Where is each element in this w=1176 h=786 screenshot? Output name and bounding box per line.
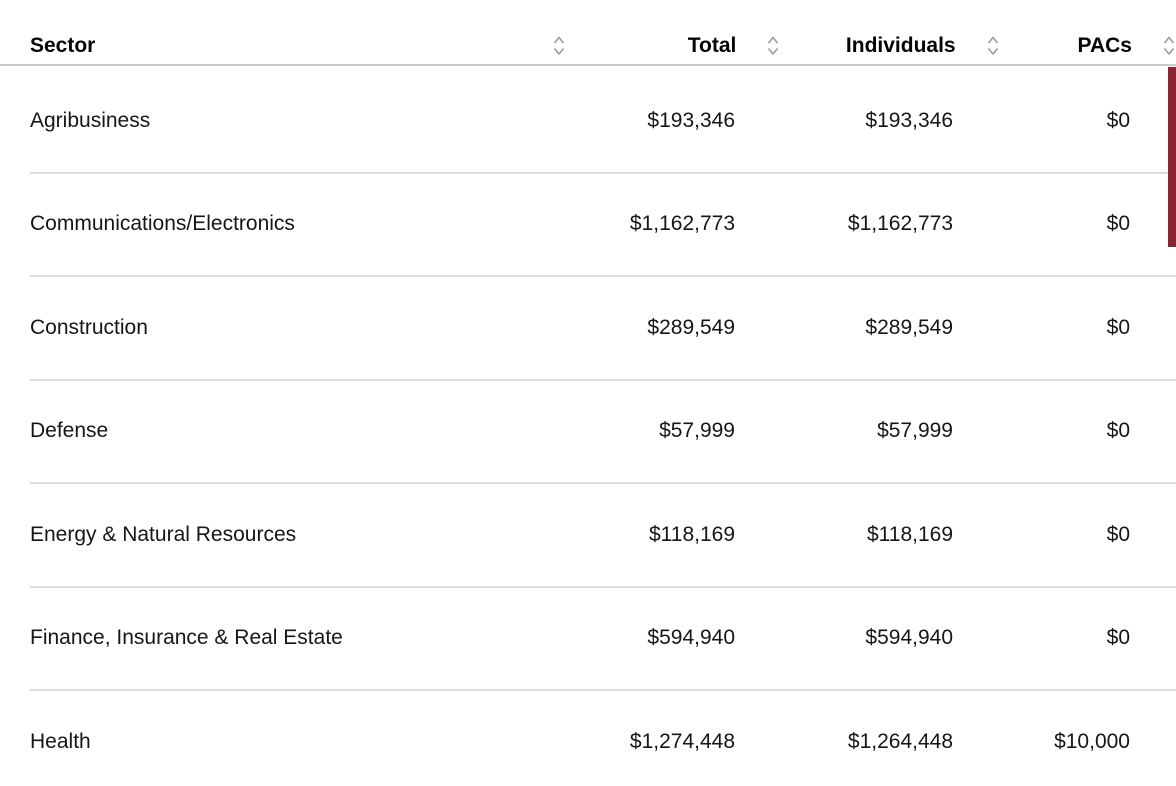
column-header-sector[interactable]: Sector — [30, 34, 566, 58]
total-cell: $118,169 — [648, 522, 735, 546]
sector-cell: Energy & Natural Resources — [30, 522, 297, 546]
table-row: Energy & Natural Resources $118,169 $118… — [30, 484, 1176, 588]
column-label-total: Total — [687, 34, 737, 57]
individuals-cell: $1,264,448 — [847, 729, 953, 753]
table-row: Finance, Insurance & Real Estate $594,94… — [30, 588, 1176, 691]
column-header-individuals[interactable]: Individuals — [780, 34, 999, 58]
total-cell: $57,999 — [659, 419, 735, 443]
table-row: Agribusiness $193,346 $193,346 $0 — [30, 70, 1176, 174]
individuals-cell: $118,169 — [866, 522, 953, 546]
table-header-row: Sector Total Individuals PACs — [0, 0, 1176, 66]
individuals-cell: $57,999 — [877, 419, 953, 443]
total-cell: $1,162,773 — [629, 212, 735, 236]
total-cell: $1,274,448 — [629, 729, 735, 753]
pacs-cell: $0 — [1106, 522, 1130, 546]
individuals-cell: $594,940 — [865, 626, 953, 650]
sort-icon[interactable] — [1162, 35, 1176, 57]
column-label-individuals: Individuals — [845, 34, 956, 57]
table-row: Health $1,274,448 $1,264,448 $10,000 — [30, 691, 1176, 786]
table-row: Defense $57,999 $57,999 $0 — [30, 381, 1176, 484]
sector-cell: Agribusiness — [30, 108, 151, 132]
pacs-cell: $10,000 — [1054, 729, 1130, 753]
pacs-cell: $0 — [1106, 315, 1130, 339]
pacs-cell: $0 — [1106, 212, 1130, 236]
total-cell: $594,940 — [647, 626, 735, 650]
sector-cell: Communications/Electronics — [30, 212, 295, 236]
sort-icon[interactable] — [552, 35, 566, 57]
table-row: Communications/Electronics $1,162,773 $1… — [30, 174, 1176, 277]
individuals-cell: $289,549 — [865, 315, 953, 339]
column-header-pacs[interactable]: PACs — [1000, 34, 1176, 58]
total-cell: $193,346 — [647, 108, 735, 132]
individuals-cell: $1,162,773 — [847, 212, 953, 236]
pacs-cell: $0 — [1106, 108, 1130, 132]
sort-icon[interactable] — [986, 35, 1000, 57]
individuals-cell: $193,346 — [865, 108, 953, 132]
sort-icon[interactable] — [766, 35, 780, 57]
column-label-sector: Sector — [30, 34, 96, 57]
sector-cell: Construction — [30, 315, 148, 339]
sector-cell: Health — [30, 729, 91, 753]
sector-cell: Defense — [30, 419, 109, 443]
sector-cell: Finance, Insurance & Real Estate — [30, 626, 343, 650]
column-label-pacs: PACs — [1077, 34, 1132, 57]
scrollbar-thumb[interactable] — [1168, 67, 1176, 247]
total-cell: $289,549 — [647, 315, 735, 339]
pacs-cell: $0 — [1106, 626, 1130, 650]
table-body: Agribusiness $193,346 $193,346 $0 Commun… — [0, 66, 1176, 786]
table-row: Construction $289,549 $289,549 $0 — [30, 277, 1176, 381]
pacs-cell: $0 — [1106, 419, 1130, 443]
column-header-total[interactable]: Total — [566, 34, 780, 58]
